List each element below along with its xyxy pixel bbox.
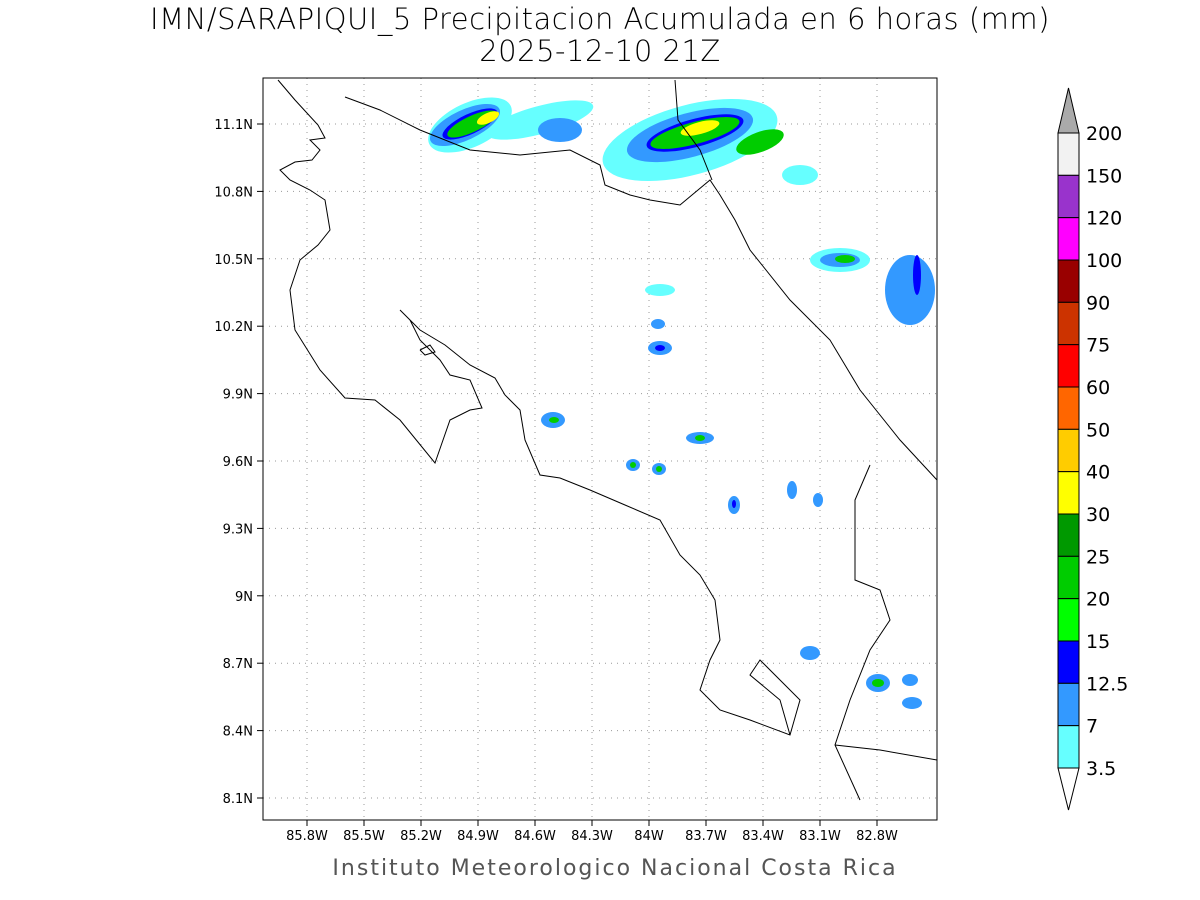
- grid-lines: [263, 78, 937, 820]
- lat-tick-label: 9.6N: [223, 455, 253, 470]
- colorbar-label: 60: [1086, 377, 1110, 399]
- colorbar-swatch: [1057, 428, 1080, 473]
- colorbar-swatch: [1057, 682, 1080, 727]
- colorbar-swatch: [1057, 725, 1080, 769]
- lon-tick-label: 83.7W: [685, 829, 727, 844]
- colorbar-swatch: [1057, 640, 1080, 684]
- colorbar-swatch: [1057, 174, 1080, 219]
- colorbar-swatch: [1057, 386, 1080, 430]
- lon-tick-label: 85.8W: [286, 829, 328, 844]
- colorbar-label: 20: [1086, 589, 1110, 611]
- lon-tick-label: 84.6W: [514, 829, 556, 844]
- colorbar-swatch: [1057, 217, 1080, 261]
- map-frame: [262, 77, 938, 821]
- footer-credit: Instituto Meteorologico Nacional Costa R…: [332, 856, 898, 881]
- lat-tick-label: 9.3N: [223, 522, 253, 537]
- colorbar-label: 50: [1086, 419, 1110, 441]
- lon-tick-label: 84.3W: [571, 829, 613, 844]
- colorbar-label: 100: [1086, 250, 1122, 272]
- colorbar-label: 120: [1086, 208, 1122, 230]
- colorbar-label: 7: [1086, 716, 1098, 738]
- lat-tick-label: 10.2N: [214, 320, 253, 335]
- lon-tick-label: 84W: [634, 829, 664, 844]
- lat-tick-label: 9N: [235, 590, 253, 605]
- map-subtitle: 2025-12-10 21Z: [479, 34, 721, 68]
- coastline: [277, 79, 937, 801]
- lon-tick-label: 84.9W: [457, 829, 499, 844]
- lon-tick-label: 82.8W: [856, 829, 898, 844]
- lon-tick-label: 83.1W: [799, 829, 841, 844]
- lon-tick-label: 83.4W: [742, 829, 784, 844]
- lon-tick-label: 85.5W: [343, 829, 385, 844]
- colorbar-label: 12.5: [1086, 673, 1128, 695]
- colorbar-label: 3.5: [1086, 758, 1116, 780]
- colorbar-swatch: [1057, 259, 1080, 303]
- colorbar-over-triangle: [1057, 87, 1080, 134]
- colorbar-label: 200: [1086, 123, 1122, 145]
- colorbar-swatch: [1057, 555, 1080, 600]
- colorbar-swatch: [1057, 132, 1080, 176]
- colorbar-swatch: [1057, 513, 1080, 557]
- colorbar-legend: 200 150 120 100 90 75 60 50 40 30 25 20 15 12.5 7 3.5: [1057, 87, 1128, 811]
- colorbar-swatch: [1057, 471, 1080, 515]
- colorbar-swatch: [1057, 598, 1080, 642]
- colorbar-label: 75: [1086, 335, 1110, 357]
- colorbar-label: 15: [1086, 631, 1110, 653]
- lat-tick-label: 11.1N: [214, 118, 253, 133]
- colorbar-swatch: [1057, 301, 1080, 346]
- lat-tick-label: 9.9N: [223, 388, 253, 403]
- colorbar-swatch: [1057, 344, 1080, 388]
- lat-tick-label: 8.1N: [223, 792, 253, 807]
- lon-tick-label: 85.2W: [400, 829, 442, 844]
- lat-tick-label: 10.5N: [214, 253, 253, 268]
- colorbar-label: 90: [1086, 292, 1110, 314]
- lat-tick-label: 8.7N: [223, 657, 253, 672]
- map-title: IMN/SARAPIQUI_5 Precipitacion Acumulada …: [150, 2, 1050, 36]
- colorbar-label: 40: [1086, 462, 1110, 484]
- colorbar-under-triangle: [1057, 767, 1080, 811]
- colorbar-label: 30: [1086, 504, 1110, 526]
- lat-tick-label: 10.8N: [214, 185, 253, 200]
- lat-tick-label: 8.4N: [223, 725, 253, 740]
- colorbar-label: 150: [1086, 165, 1122, 187]
- colorbar-label: 25: [1086, 546, 1110, 568]
- precip-field: [428, 97, 935, 709]
